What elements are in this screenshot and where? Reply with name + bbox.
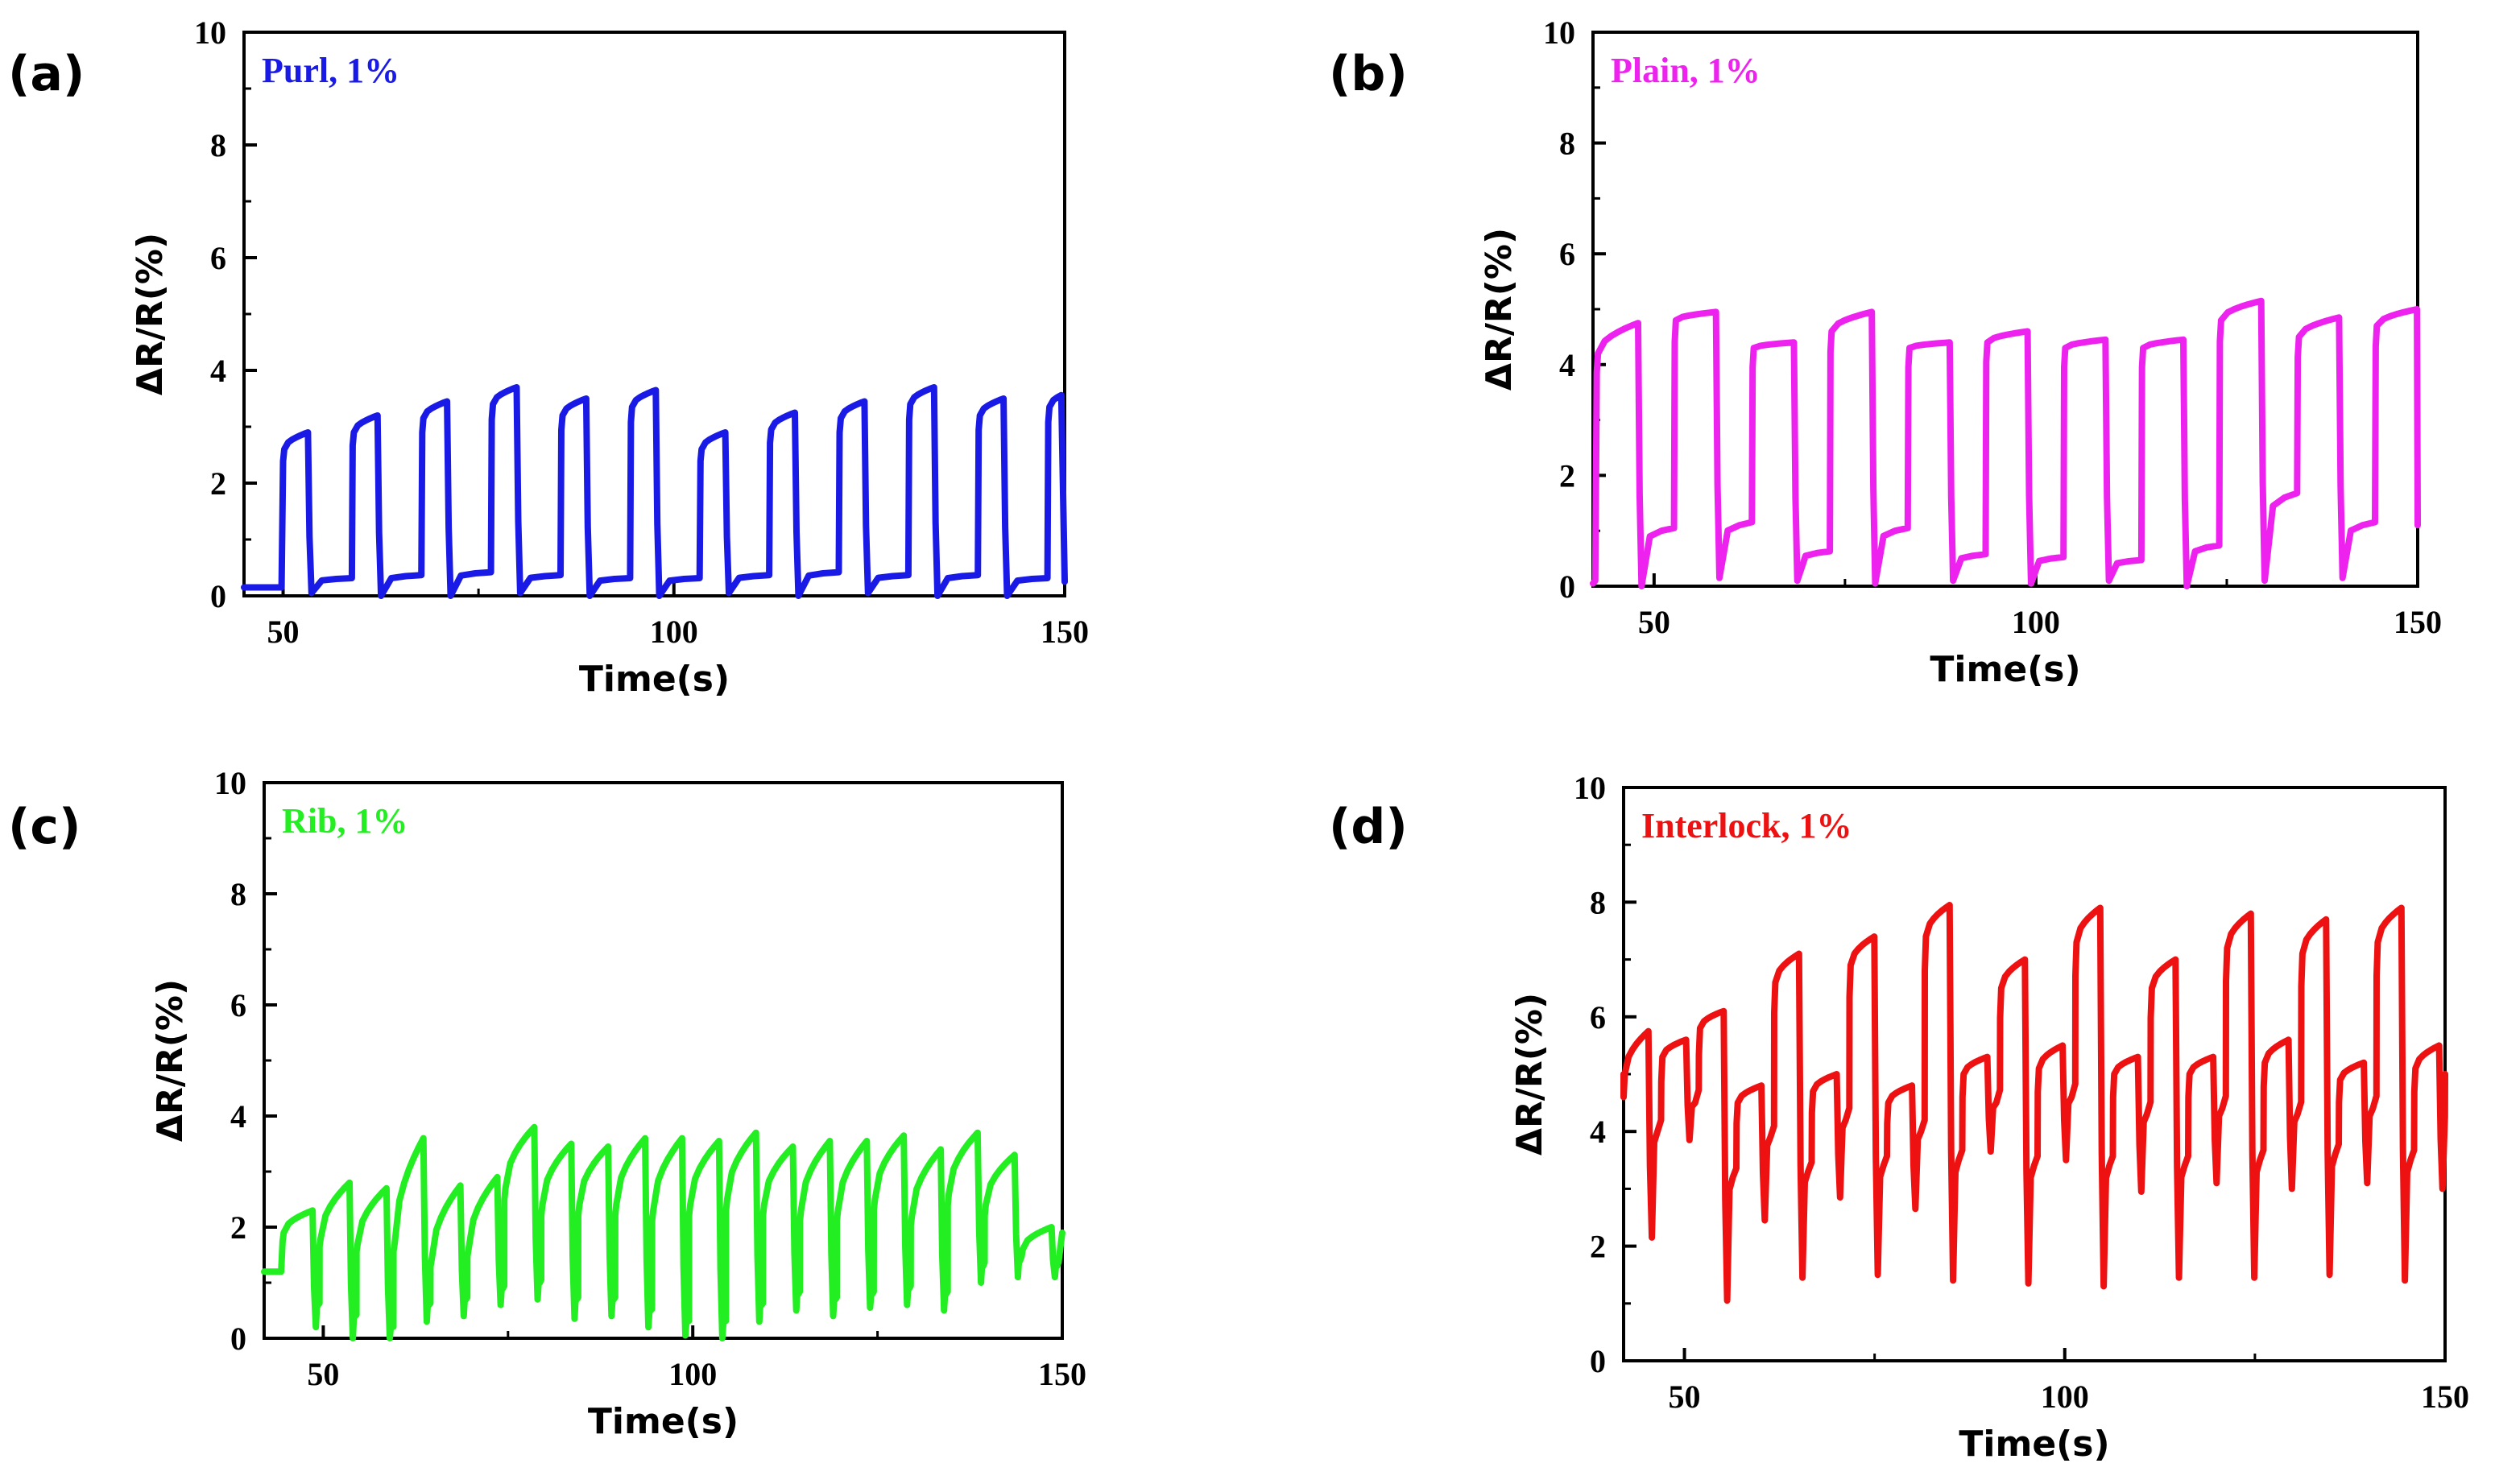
x-tick-label: 150 <box>2394 604 2442 640</box>
series-label: Rib, 1% <box>282 801 408 841</box>
x-axis-label: Time(s) <box>1930 649 2080 690</box>
plot-frame <box>1622 786 2447 1362</box>
y-tick-label: 6 <box>1559 236 1575 272</box>
x-tick-label: 150 <box>2421 1379 2469 1415</box>
panel-c: (c) 0 2 4 6 8 10 50 100 150 Time(s) ΔR/R(%) Rib, 1% <box>8 765 1086 1442</box>
y-tick-label: 2 <box>1559 457 1575 494</box>
series-label: Interlock, 1% <box>1641 806 1852 845</box>
y-axis-label: ΔR/R(%) <box>130 233 171 395</box>
y-tick-label: 8 <box>230 876 246 912</box>
x-tick-label: 50 <box>307 1356 339 1392</box>
y-tick-label: 10 <box>1574 770 1606 806</box>
y-axis-label: ΔR/R(%) <box>150 979 191 1142</box>
y-tick-label: 0 <box>1590 1343 1606 1379</box>
y-tick-label: 2 <box>210 465 226 502</box>
series-line <box>241 384 1068 599</box>
series-label: Purl, 1% <box>262 51 399 90</box>
y-tick-label: 6 <box>230 987 246 1023</box>
x-tick-label: 100 <box>668 1356 717 1392</box>
x-tick-label: 100 <box>650 614 698 650</box>
x-axis-label: Time(s) <box>579 659 730 700</box>
x-tick-label: 50 <box>1638 604 1670 640</box>
series-label: Plain, 1% <box>1611 51 1761 90</box>
y-tick-label: 6 <box>210 240 226 276</box>
x-axis-label: Time(s) <box>588 1401 739 1442</box>
x-tick-label: 100 <box>2041 1379 2089 1415</box>
y-axis-label: ΔR/R(%) <box>1509 993 1550 1155</box>
y-tick-label: 6 <box>1590 999 1606 1035</box>
series-line <box>1590 297 2421 589</box>
y-tick-label: 2 <box>230 1209 246 1246</box>
series-line <box>261 1123 1065 1341</box>
panel-a: (a) 0 2 4 6 8 10 50 100 150 Time(s) ΔR/R(%) Purl, 1% <box>8 14 1089 700</box>
y-tick-label: 10 <box>1543 14 1575 51</box>
x-tick-label: 150 <box>1041 614 1089 650</box>
y-tick-label: 4 <box>230 1098 246 1135</box>
panel-d: (d) 0 2 4 6 8 10 50 100 150 Time(s) ΔR/R(%) Interloc… <box>1329 770 2469 1465</box>
y-tick-label: 0 <box>230 1321 246 1357</box>
y-tick-label: 4 <box>1559 347 1575 383</box>
y-tick-label: 2 <box>1590 1229 1606 1265</box>
y-tick-label: 4 <box>210 353 226 389</box>
y-tick-label: 4 <box>1590 1114 1606 1150</box>
panel-letter: (c) <box>8 799 81 855</box>
panel-letter: (b) <box>1329 46 1408 102</box>
series-line <box>1620 902 2448 1304</box>
y-tick-label: 8 <box>1590 884 1606 920</box>
panel-b: (b) 0 2 4 6 8 10 50 100 150 Time(s) ΔR/R(%) Plain, 1… <box>1329 14 2442 690</box>
x-tick-label: 50 <box>267 614 300 650</box>
y-tick-label: 0 <box>210 578 226 614</box>
y-tick-label: 8 <box>1559 126 1575 162</box>
x-tick-label: 50 <box>1669 1379 1701 1415</box>
y-tick-label: 10 <box>214 765 246 801</box>
x-tick-label: 100 <box>2012 604 2060 640</box>
y-tick-label: 0 <box>1559 568 1575 605</box>
y-tick-label: 10 <box>194 14 226 51</box>
x-axis-label: Time(s) <box>1959 1424 2109 1465</box>
x-tick-label: 150 <box>1038 1356 1086 1392</box>
y-axis-label: ΔR/R(%) <box>1479 228 1520 391</box>
panel-letter: (d) <box>1329 799 1408 855</box>
y-tick-label: 8 <box>210 127 226 163</box>
panel-letter: (a) <box>8 46 85 102</box>
